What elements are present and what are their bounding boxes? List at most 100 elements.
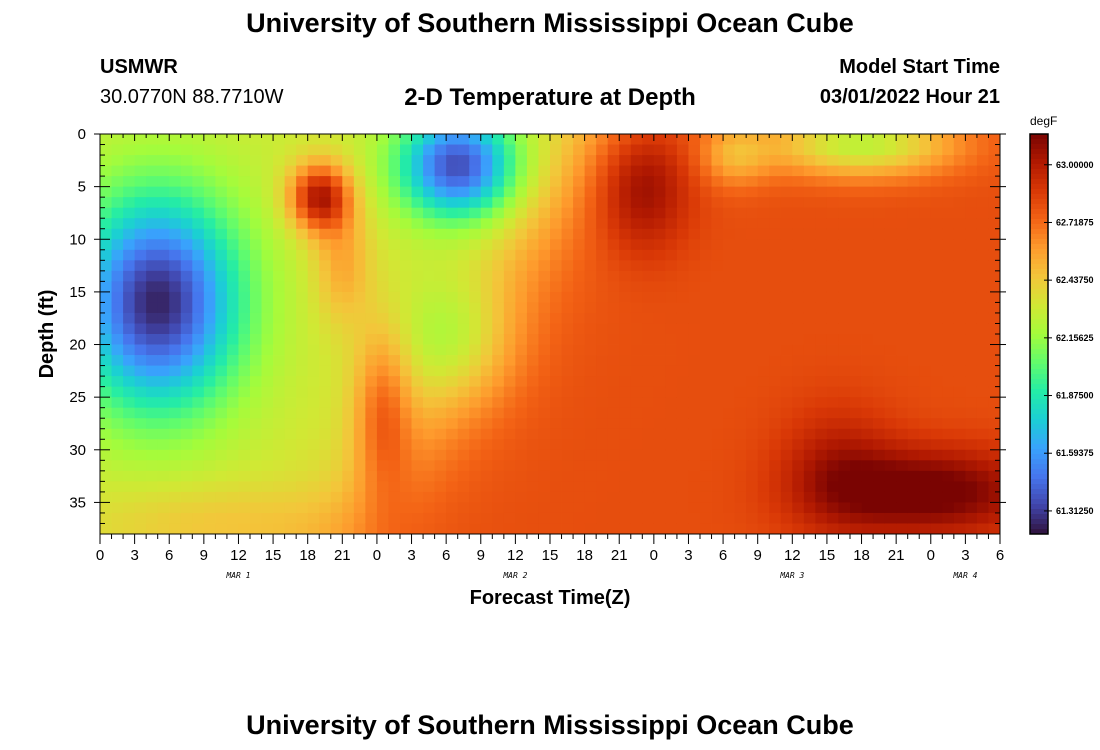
heatmap-cell [873,407,886,419]
heatmap-cell [388,470,401,482]
heatmap-cell [619,512,632,524]
heatmap-cell [550,376,562,388]
heatmap-cell [261,207,274,219]
heatmap-cell [134,218,147,230]
heatmap-cell [296,512,309,524]
heatmap-cell [146,218,159,230]
heatmap-cell [169,260,182,272]
heatmap-cell [965,512,978,524]
heatmap-cell [169,218,182,230]
heatmap-cell [469,460,482,472]
heatmap-cell [896,281,909,293]
heatmap-cell [296,449,309,461]
heatmap-cell [134,312,147,324]
heatmap-cell [596,502,609,514]
heatmap-cell [780,355,793,366]
heatmap-cell [884,491,897,503]
heatmap-cell [700,239,712,251]
heatmap-cell [838,449,851,461]
heatmap-cell [134,523,147,535]
heatmap-cell [803,197,816,209]
heatmap-cell [411,449,424,461]
heatmap-cell [850,291,862,303]
heatmap-cell [388,218,401,230]
heatmap-cell [746,376,759,388]
heatmap-cell [700,523,712,535]
heatmap-cell [653,260,666,272]
heatmap-cell [365,386,378,398]
heatmap-cell [192,502,205,514]
heatmap-cell [838,239,851,251]
heatmap-cell [457,270,470,282]
heatmap-cell [757,312,770,324]
heatmap-cell [273,428,286,440]
heatmap-cell [307,270,320,282]
heatmap-cell [261,418,274,430]
heatmap-cell [538,418,551,430]
heatmap-cell [953,460,966,472]
heatmap-cell [319,228,332,240]
heatmap-cell [757,439,770,451]
colorbar-segment [1030,269,1048,275]
heatmap-cell [100,323,112,335]
heatmap-cell [826,491,839,503]
heatmap-cell [826,197,839,209]
heatmap-cell [446,249,459,261]
heatmap-cell [284,397,297,409]
heatmap-cell [780,428,793,440]
heatmap-cell [446,302,459,314]
heatmap-cell [434,460,447,472]
heatmap-cell [700,344,712,356]
heatmap-cell [492,312,505,324]
heatmap-cell [665,176,678,188]
heatmap-cell [711,218,724,230]
heatmap-cell [376,460,389,472]
heatmap-cell [538,407,551,419]
heatmap-cell [423,481,436,493]
heatmap-cell [942,344,955,356]
heatmap-cell [792,291,805,303]
heatmap-cell [803,144,816,156]
heatmap-cell [746,323,759,335]
heatmap-cell [711,365,724,377]
heatmap-cell [873,449,886,461]
heatmap-cell [169,407,182,419]
heatmap-cell [238,228,251,240]
heatmap-cell [123,491,136,503]
heatmap-cell [815,491,828,503]
heatmap-cell [780,134,793,145]
heatmap-cell [457,207,470,219]
heatmap-cell [307,512,320,524]
heatmap-cell [538,281,551,293]
heatmap-cell [123,418,136,430]
y-tick-label: 25 [69,389,86,406]
heatmap-cell [134,323,147,335]
heatmap-cell [238,176,251,188]
heatmap-cell [480,386,493,398]
heatmap-cell [480,228,493,240]
heatmap-cell [676,397,689,409]
heatmap-cell [503,239,516,251]
heatmap-cell [515,207,528,219]
heatmap-cell [630,134,643,145]
x-tick-label: 0 [650,547,658,564]
heatmap-cell [780,281,793,293]
heatmap-cell [711,470,724,482]
heatmap-cell [446,207,459,219]
heatmap-cell [376,407,389,419]
heatmap-cell [884,407,897,419]
heatmap-cell [573,407,586,419]
heatmap-cell [642,270,655,282]
heatmap-cell [757,334,770,345]
heatmap-cell [596,386,609,398]
heatmap-cell [411,323,424,335]
heatmap-cell [734,523,747,535]
heatmap-cell [480,291,493,303]
heatmap-cell [376,376,389,388]
heatmap-cell [896,249,909,261]
heatmap-cell [307,397,320,409]
heatmap-cell [226,470,239,482]
heatmap-cell [919,302,932,314]
heatmap-cell [976,270,989,282]
heatmap-cell [700,228,712,240]
